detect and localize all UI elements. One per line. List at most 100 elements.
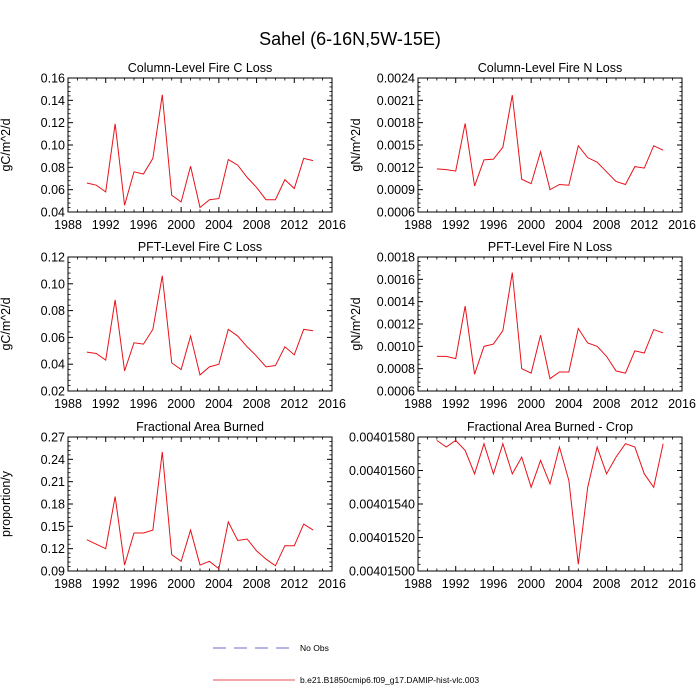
series-line-1 xyxy=(436,439,664,565)
x-tick-label: 2016 xyxy=(318,218,346,232)
x-tick-label: 1996 xyxy=(480,577,508,591)
x-tick-label: 2008 xyxy=(243,577,271,591)
x-tick-label: 1996 xyxy=(480,397,508,411)
series-line-1 xyxy=(86,451,314,570)
x-tick-label: 2016 xyxy=(668,397,696,411)
plot-frame xyxy=(67,256,333,392)
y-tick-label: 0.0021 xyxy=(377,94,415,108)
y-tick-label: 0.15 xyxy=(41,520,65,534)
plot-frame xyxy=(417,436,683,572)
y-axis-label: gC/m^2/d xyxy=(0,297,13,350)
y-tick-label: 0.0014 xyxy=(377,295,415,309)
y-tick-label: 0.0006 xyxy=(377,385,415,399)
y-tick-label: 0.0012 xyxy=(377,161,415,175)
y-tick-label: 0.09 xyxy=(41,565,65,579)
chart-panel-3: PFT-Level Fire C Loss 1988 1992 1996 2000 200… xyxy=(0,240,346,411)
panel-title: Column-Level Fire N Loss xyxy=(478,61,623,75)
y-tick-label: 0.00401500 xyxy=(349,565,415,579)
legend: No Obs b.e21.B1850cmip6.f09_g17.DAMIP-hi… xyxy=(213,643,479,685)
y-tick-label: 0.00401520 xyxy=(349,531,415,545)
x-tick-label: 1988 xyxy=(54,218,82,232)
y-tick-label: 0.0015 xyxy=(377,139,415,153)
chart-panel-1: Column-Level Fire C Loss 1988 1992 1996 2000… xyxy=(0,61,346,232)
panels-group: Column-Level Fire C Loss 1988 1992 1996 2000… xyxy=(0,61,696,591)
y-tick-label: 0.21 xyxy=(41,475,65,489)
x-tick-label: 1996 xyxy=(130,218,158,232)
y-tick-label: 0.0024 xyxy=(377,72,415,86)
x-tick-label: 2000 xyxy=(167,577,195,591)
x-tick-label: 1988 xyxy=(404,397,432,411)
x-tick-label: 2004 xyxy=(555,397,583,411)
x-tick-label: 1988 xyxy=(54,397,82,411)
x-tick-label: 2004 xyxy=(555,218,583,232)
y-tick-label: 0.0006 xyxy=(377,206,415,220)
x-tick-label: 1992 xyxy=(92,577,120,591)
x-tick-label: 1996 xyxy=(130,577,158,591)
plot-frame xyxy=(67,77,333,213)
x-tick-label: 2008 xyxy=(593,397,621,411)
y-tick-label: 0.00401580 xyxy=(349,431,415,445)
x-tick-label: 2008 xyxy=(243,397,271,411)
y-tick-label: 0.0018 xyxy=(377,251,415,265)
y-tick-label: 0.0012 xyxy=(377,318,415,332)
x-tick-label: 1992 xyxy=(442,218,470,232)
y-tick-label: 0.12 xyxy=(41,116,65,130)
x-tick-label: 2000 xyxy=(517,577,545,591)
y-tick-label: 0.0016 xyxy=(377,273,415,287)
x-tick-label: 2016 xyxy=(668,577,696,591)
y-tick-label: 0.00401560 xyxy=(349,464,415,478)
series-line-1 xyxy=(86,275,314,376)
y-tick-label: 0.10 xyxy=(41,139,65,153)
x-tick-label: 1988 xyxy=(404,577,432,591)
x-tick-label: 2012 xyxy=(280,577,308,591)
series-line-1 xyxy=(86,94,314,209)
x-tick-label: 1992 xyxy=(92,397,120,411)
x-tick-label: 1988 xyxy=(54,577,82,591)
panel-title: Fractional Area Burned xyxy=(136,420,264,434)
legend-model-label: b.e21.B1850cmip6.f09_g17.DAMIP-hist-vlc.… xyxy=(300,675,479,685)
y-tick-label: 0.04 xyxy=(41,358,65,372)
x-tick-label: 2004 xyxy=(205,397,233,411)
legend-obs-label: No Obs xyxy=(300,643,329,653)
figure-title: Sahel (6-16N,5W-15E) xyxy=(259,29,441,49)
x-tick-label: 1996 xyxy=(130,397,158,411)
x-tick-label: 2004 xyxy=(555,577,583,591)
x-tick-label: 1992 xyxy=(442,577,470,591)
y-tick-label: 0.10 xyxy=(41,277,65,291)
y-tick-label: 0.18 xyxy=(41,498,65,512)
y-tick-label: 0.06 xyxy=(41,183,65,197)
x-tick-label: 2004 xyxy=(205,577,233,591)
x-tick-label: 2000 xyxy=(517,397,545,411)
x-tick-label: 2000 xyxy=(167,218,195,232)
x-tick-label: 2016 xyxy=(318,397,346,411)
series-line-1 xyxy=(436,272,664,380)
x-tick-label: 2012 xyxy=(630,577,658,591)
chart-panel-6: Fractional Area Burned - Crop 1988 1992 199… xyxy=(349,420,696,591)
x-tick-label: 2016 xyxy=(668,218,696,232)
x-tick-label: 2012 xyxy=(280,218,308,232)
x-tick-label: 1988 xyxy=(404,218,432,232)
plot-frame xyxy=(417,256,683,392)
x-tick-label: 2000 xyxy=(167,397,195,411)
x-tick-label: 1992 xyxy=(442,397,470,411)
x-tick-label: 2000 xyxy=(517,218,545,232)
panel-title: PFT-Level Fire C Loss xyxy=(138,240,262,254)
chart-panel-4: PFT-Level Fire N Loss 1988 1992 1996 2000 200… xyxy=(349,240,696,411)
x-tick-label: 2008 xyxy=(593,218,621,232)
plot-frame xyxy=(417,77,683,213)
x-tick-label: 2008 xyxy=(243,218,271,232)
y-tick-label: 0.08 xyxy=(41,304,65,318)
panel-title: PFT-Level Fire N Loss xyxy=(488,240,612,254)
y-tick-label: 0.12 xyxy=(41,251,65,265)
x-tick-label: 2012 xyxy=(280,397,308,411)
y-tick-label: 0.0009 xyxy=(377,183,415,197)
series-line-1 xyxy=(436,95,664,191)
y-tick-label: 0.0010 xyxy=(377,340,415,354)
x-tick-label: 2008 xyxy=(593,577,621,591)
y-tick-label: 0.0008 xyxy=(377,362,415,376)
y-tick-label: 0.12 xyxy=(41,542,65,556)
panel-title: Column-Level Fire C Loss xyxy=(128,61,273,75)
y-tick-label: 0.06 xyxy=(41,331,65,345)
x-tick-label: 2016 xyxy=(318,577,346,591)
